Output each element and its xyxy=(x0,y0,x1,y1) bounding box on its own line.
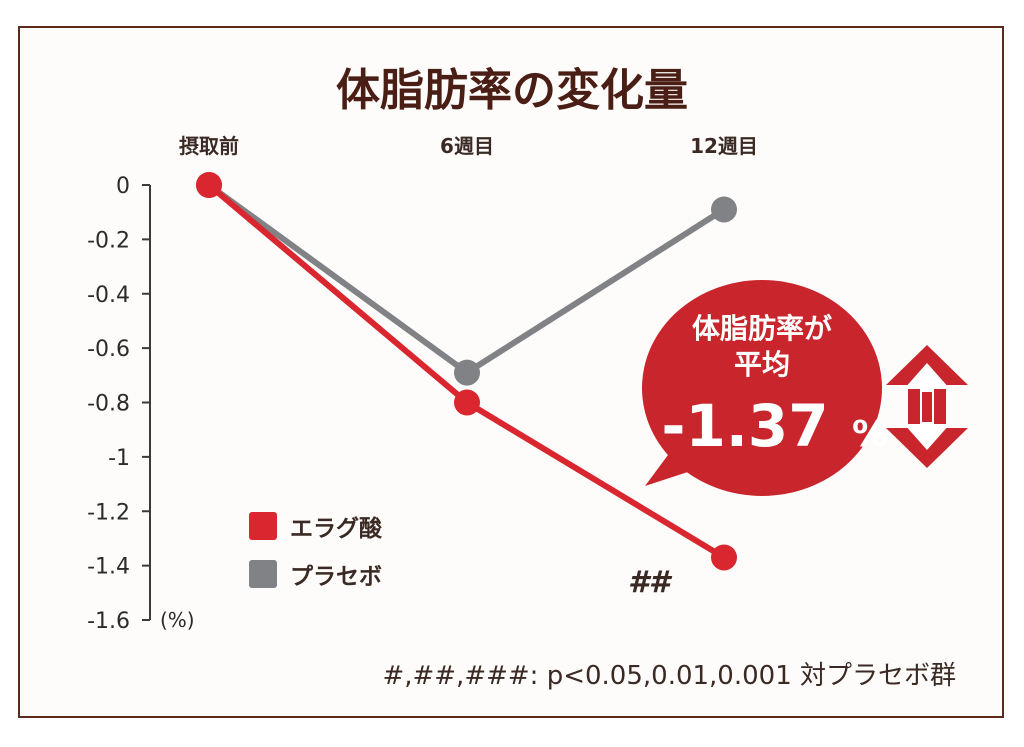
x-category-label-0: 摂取前 xyxy=(179,134,239,158)
x-category-label-1: 6週目 xyxy=(440,134,494,158)
y-axis-ticks: 0 -0.2 -0.4 -0.6 -0.8 -1 -1.2 -1.4 -1.6 xyxy=(87,174,150,634)
y-tick-label-6: -1.2 xyxy=(87,500,130,525)
y-tick-label-4: -0.8 xyxy=(87,392,130,417)
callout-percent: % xyxy=(852,414,888,455)
footnote: #,##,###: p<0.05,0.01,0.001 対プラセボ群 xyxy=(382,661,956,691)
series-0-point-0 xyxy=(196,172,222,198)
legend-label-placebo: プラセボ xyxy=(290,564,382,590)
series-0-point-1 xyxy=(454,389,480,416)
callout-circle xyxy=(642,280,882,496)
y-tick-label-1: -0.2 xyxy=(87,228,130,253)
callout-value: -1.37 xyxy=(661,392,828,460)
legend-swatch-placebo xyxy=(249,560,277,588)
y-tick-label-2: -0.4 xyxy=(87,283,130,308)
series-1-point-1 xyxy=(454,359,480,386)
y-tick-label-5: -1 xyxy=(108,446,130,471)
legend-swatch-ellagic xyxy=(249,512,277,540)
series-1-point-2 xyxy=(711,196,737,223)
callout-bubble: 体脂肪率が 平均 -1.37 % xyxy=(642,280,888,496)
y-axis-unit: (%) xyxy=(160,608,195,632)
legend-label-ellagic: エラグ酸 xyxy=(290,515,383,542)
y-tick-label-8: -1.6 xyxy=(87,609,130,634)
x-axis-categories: 摂取前 6週目 12週目 xyxy=(179,134,758,158)
callout-line2: 平均 xyxy=(734,348,790,381)
y-tick-label-7: -1.4 xyxy=(87,555,130,580)
double-arrow-icon xyxy=(886,345,968,468)
chart-title: 体脂肪率の変化量 xyxy=(336,65,688,116)
y-tick-label-0: 0 xyxy=(116,174,130,199)
x-category-label-2: 12週目 xyxy=(690,134,758,158)
y-tick-label-3: -0.6 xyxy=(87,337,130,362)
callout-line1: 体脂肪率が xyxy=(692,312,832,345)
significance-mark: ## xyxy=(628,565,673,600)
series-layer xyxy=(196,172,737,571)
series-0-point-2 xyxy=(711,544,737,571)
series-line-1 xyxy=(207,182,726,376)
